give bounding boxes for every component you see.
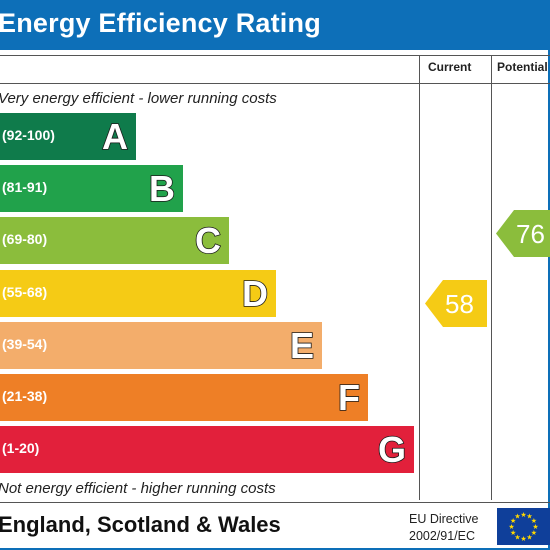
header-bottom-rule: [0, 83, 550, 84]
footer-top-rule: [0, 502, 550, 503]
current-rating-value: 58: [445, 289, 474, 319]
bottom-note: Not energy efficient - higher running co…: [0, 480, 276, 497]
eu-directive-line2: 2002/91/EC: [409, 529, 476, 543]
region-label: England, Scotland & Wales: [0, 512, 281, 537]
eu-star-icon: ★: [532, 523, 538, 531]
eu-star-icon: ★: [531, 529, 537, 537]
band-range: (69-80): [2, 231, 48, 247]
current-column-divider: [419, 55, 420, 500]
header-top-rule: [0, 55, 550, 56]
band-range: (1-20): [2, 440, 40, 456]
eu-star-icon: ★: [514, 513, 520, 521]
eu-directive-line1: EU Directive: [409, 512, 479, 526]
band-range: (21-38): [2, 388, 48, 404]
current-column-header: Current: [428, 60, 472, 74]
band-letter: D: [241, 272, 269, 315]
top-note: Very energy efficient - lower running co…: [0, 90, 277, 107]
eu-flag-icon: ★ ★ ★ ★ ★ ★ ★ ★ ★ ★ ★ ★: [497, 508, 550, 545]
band-range: (81-91): [2, 179, 48, 195]
band-letter: F: [337, 376, 361, 419]
band-d: (55-68) D: [0, 270, 276, 317]
eu-star-icon: ★: [526, 513, 532, 521]
band-a: (92-100) A: [0, 113, 136, 160]
band-range: (92-100): [2, 127, 55, 143]
band-c: (69-80) C: [0, 217, 229, 264]
band-e: (39-54) E: [0, 322, 322, 369]
chart-title: Energy Efficiency Rating: [0, 8, 321, 38]
band-range: (39-54): [2, 336, 48, 352]
title-bar: Energy Efficiency Rating: [0, 0, 550, 50]
eu-star-icon: ★: [531, 517, 537, 525]
eu-star-icon: ★: [526, 533, 532, 541]
band-letter: G: [377, 428, 407, 471]
band-g: (1-20) G: [0, 426, 414, 473]
band-letter: E: [289, 324, 315, 367]
band-letter: C: [194, 219, 222, 262]
eu-star-icon: ★: [514, 533, 520, 541]
eu-star-icon: ★: [508, 523, 514, 531]
current-arrow-shape: [425, 280, 487, 327]
eu-star-icon: ★: [510, 529, 516, 537]
potential-arrow-shape: [496, 210, 550, 257]
potential-rating-value: 76: [516, 219, 545, 249]
eu-star-icon: ★: [520, 511, 526, 519]
eu-star-icon: ★: [510, 517, 516, 525]
band-b: (81-91) B: [0, 165, 183, 212]
eu-directive-label: EU Directive 2002/91/EC: [409, 511, 478, 545]
band-f: (21-38) F: [0, 374, 368, 421]
band-range: (55-68): [2, 284, 48, 300]
potential-rating-arrow: 76: [496, 210, 550, 257]
eu-star-icon: ★: [520, 535, 526, 543]
current-rating-arrow: 58: [425, 280, 487, 327]
potential-column-header: Potential: [497, 60, 548, 74]
band-letter: A: [101, 115, 129, 158]
potential-column-divider: [491, 55, 492, 500]
band-letter: B: [148, 167, 176, 210]
